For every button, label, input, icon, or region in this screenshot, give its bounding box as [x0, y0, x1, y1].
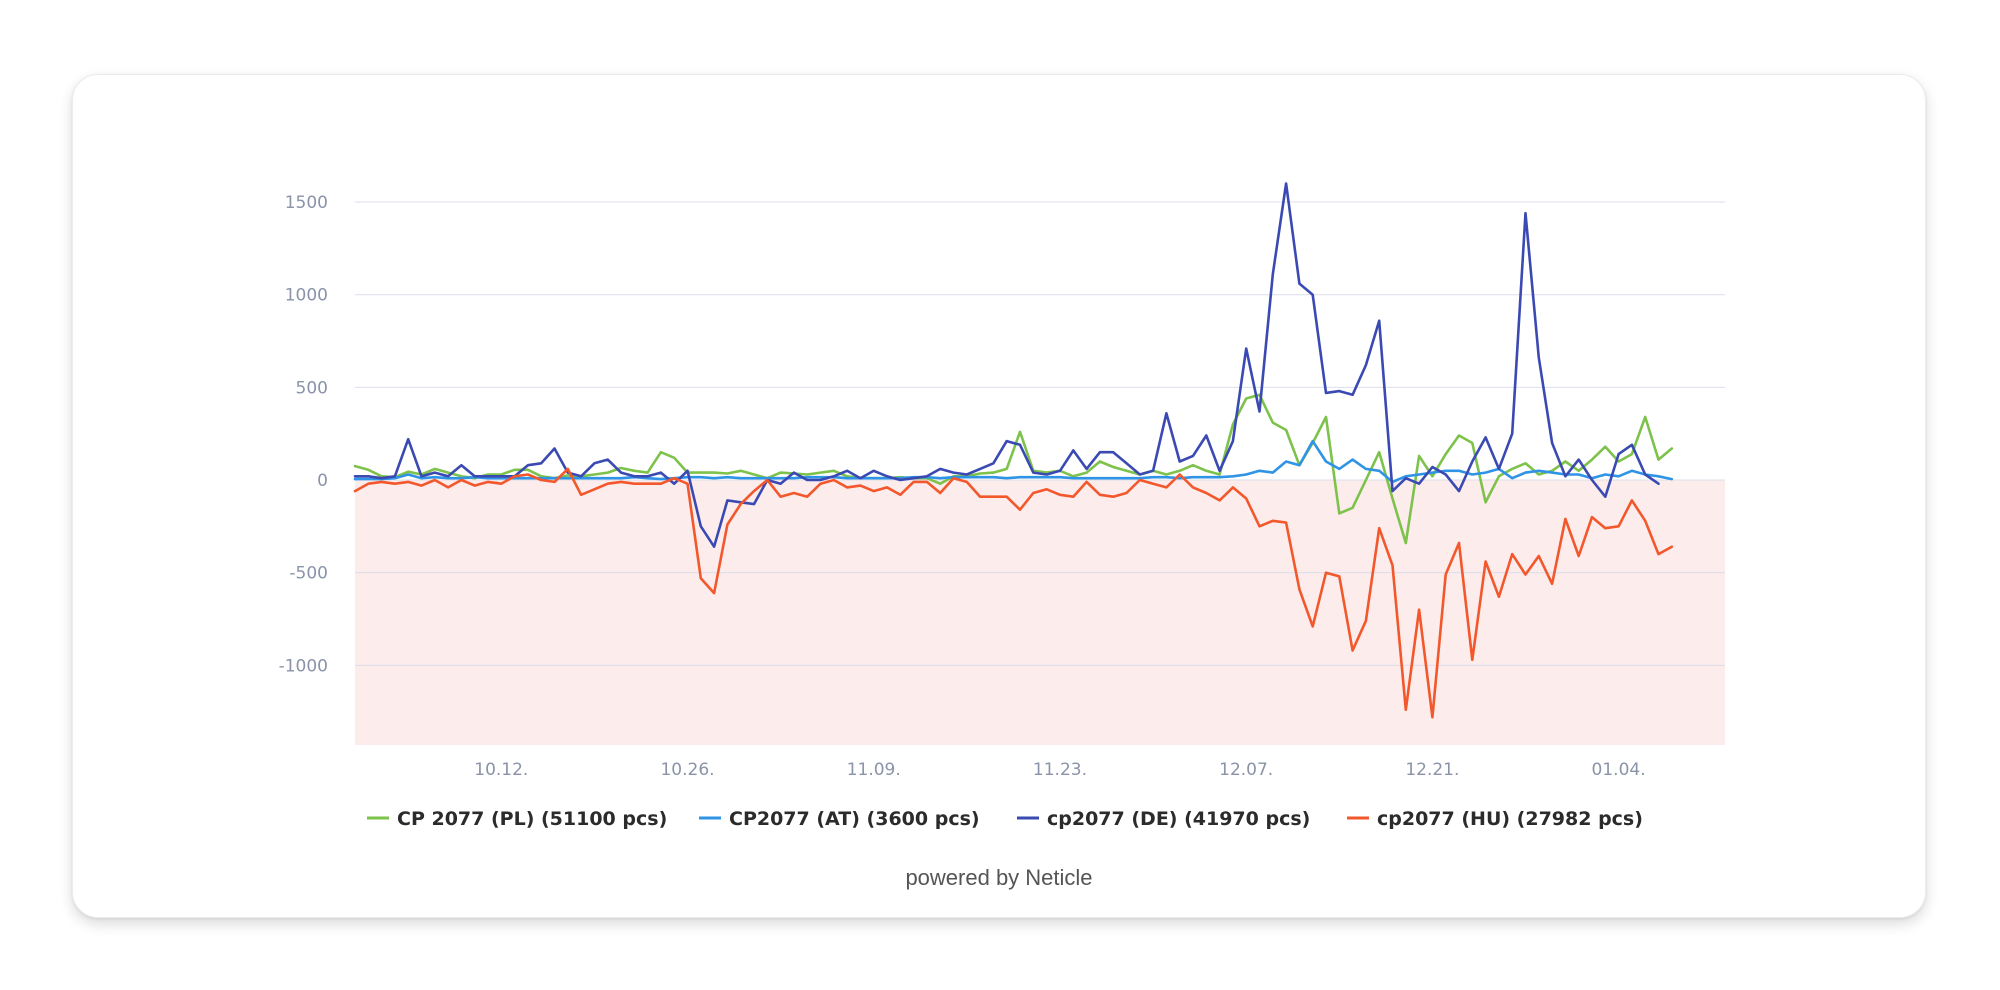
legend-label: cp2077 (DE) (41970 pcs) — [1047, 808, 1310, 830]
y-tick-label: 1500 — [285, 193, 328, 213]
y-tick-label: -500 — [289, 564, 328, 584]
grid — [355, 201, 1725, 666]
legend-label: cp2077 (HU) (27982 pcs) — [1377, 808, 1643, 830]
legend-label: CP2077 (AT) (3600 pcs) — [729, 808, 980, 830]
series-line-2 — [353, 439, 1674, 484]
line-chart: 1500 1000 500 0 -500 -1000 10.12. 10.26. 11.09.… — [279, 182, 1725, 830]
x-tick-label: 11.09. — [847, 760, 901, 780]
series-line-3 — [353, 182, 1660, 549]
y-tick-label: -1000 — [279, 656, 328, 676]
chart-card: 1500 1000 500 0 -500 -1000 10.12. 10.26. 11.09.… — [72, 74, 1926, 918]
y-tick-label: 0 — [317, 471, 328, 491]
y-tick-label: 500 — [296, 378, 328, 398]
y-axis: 1500 1000 500 0 -500 -1000 — [279, 193, 328, 676]
x-tick-label: 12.07. — [1219, 760, 1273, 780]
x-tick-label: 12.21. — [1405, 760, 1459, 780]
negative-band — [355, 480, 1725, 745]
x-tick-label: 01.04. — [1592, 760, 1646, 780]
x-tick-label: 10.26. — [660, 760, 714, 780]
x-tick-label: 11.23. — [1033, 760, 1087, 780]
negative-area — [355, 480, 1725, 745]
series-line-4 — [353, 467, 1674, 719]
x-axis: 10.12. 10.26. 11.09. 11.23. 12.07. 12.21. 01.0… — [474, 760, 1645, 780]
legend-label: CP 2077 (PL) (51100 pcs) — [397, 808, 667, 830]
legend-item: cp2077 (DE) (41970 pcs) — [1017, 808, 1310, 830]
credit-text: powered by Neticle — [905, 865, 1093, 890]
series-line-1 — [353, 393, 1674, 545]
legend-item: cp2077 (HU) (27982 pcs) — [1347, 808, 1643, 830]
x-tick-label: 10.12. — [474, 760, 528, 780]
legend-item: CP 2077 (PL) (51100 pcs) — [367, 808, 667, 830]
y-tick-label: 1000 — [285, 286, 328, 306]
series — [353, 182, 1674, 719]
legend: CP 2077 (PL) (51100 pcs) CP2077 (AT) (360… — [367, 808, 1643, 830]
legend-item: CP2077 (AT) (3600 pcs) — [699, 808, 980, 830]
